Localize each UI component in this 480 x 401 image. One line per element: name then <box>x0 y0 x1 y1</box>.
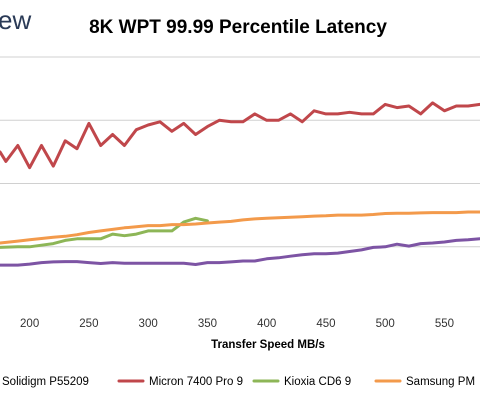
x-tick-label: 300 <box>139 318 158 330</box>
legend-label: Kioxia CD6 9 <box>284 376 351 388</box>
legend-item: Samsung PM <box>374 376 475 388</box>
legend-item: Micron 7400 Pro 9 <box>117 376 243 388</box>
series-line-2 <box>0 101 480 170</box>
x-tick-label: 250 <box>79 318 98 330</box>
legend-label: Samsung PM <box>406 376 475 388</box>
brand-logo-text: ew <box>0 5 31 35</box>
series-line-1 <box>0 237 480 267</box>
gridlines <box>0 56 480 248</box>
x-tick-label: 400 <box>257 318 276 330</box>
legend-label: Solidigm P55209 <box>2 376 89 388</box>
x-tick-label: 500 <box>376 318 395 330</box>
legend-label: Micron 7400 Pro 9 <box>149 376 243 388</box>
x-tick-label: 200 <box>20 318 39 330</box>
legend: Solidigm P55209 Micron 7400 Pro 9 Kioxia C… <box>2 376 475 388</box>
x-axis-label: Transfer Speed MB/s <box>211 339 325 351</box>
x-tick-label: 550 <box>435 318 454 330</box>
series-line-3 <box>0 216 209 249</box>
x-tick-label: 450 <box>316 318 335 330</box>
x-tick-label: 350 <box>198 318 217 330</box>
x-axis-ticks: 200 250 300 350 400 450 500 550 <box>20 318 454 330</box>
legend-item: Solidigm P55209 <box>2 376 89 388</box>
chart-title: 8K WPT 99.99 Percentile Latency <box>89 17 387 38</box>
series-lines <box>0 101 480 267</box>
legend-item: Kioxia CD6 9 <box>252 376 351 388</box>
series-line-4 <box>0 210 480 245</box>
